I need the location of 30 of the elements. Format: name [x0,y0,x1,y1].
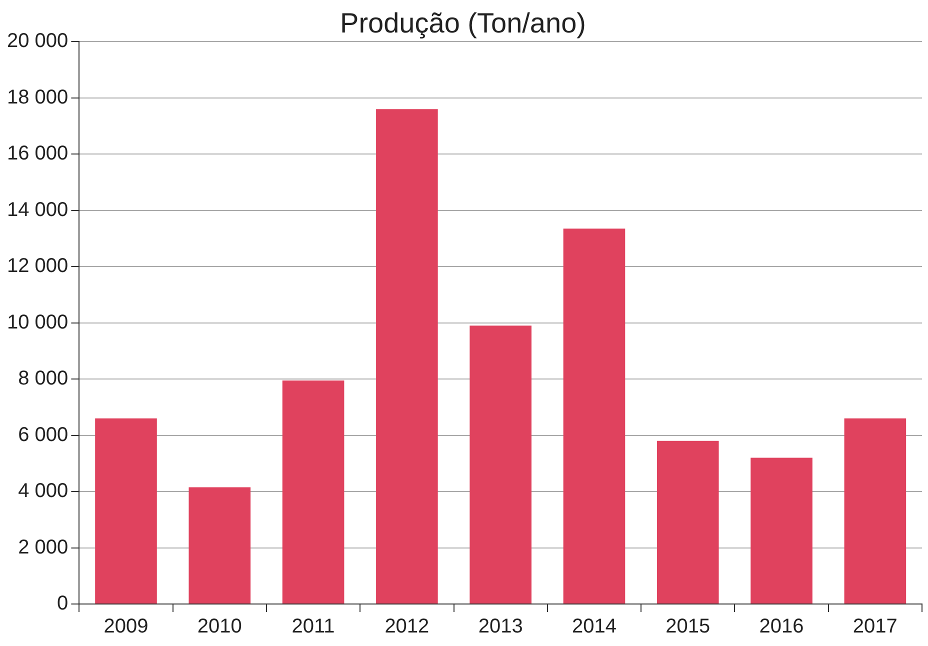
bar [95,418,157,604]
x-tick-label: 2012 [384,616,430,638]
y-tick-label: 8 000 [18,368,68,390]
bar [470,326,532,604]
y-tick-label: 18 000 [7,86,68,108]
y-tick-label: 2 000 [18,536,68,558]
x-tick-label: 2011 [292,616,335,638]
y-tick-label: 16 000 [7,142,68,165]
y-tick-label: 6 000 [18,424,68,446]
y-tick-label: 14 000 [7,198,68,221]
bar [844,418,906,604]
x-tick-label: 2017 [852,616,898,638]
x-tick-label: 2010 [197,616,242,638]
bar [282,380,344,604]
bar [656,440,719,604]
chart-title: Produção (Ton/ano) [340,8,586,39]
bar [188,487,251,604]
x-tick-label: 2016 [759,616,804,638]
x-tick-label: 2009 [104,616,148,638]
bar [376,109,438,604]
y-tick-label: 20 000 [7,30,68,52]
y-tick-label: 10 000 [7,311,68,334]
y-tick-label: 4 000 [18,480,68,502]
y-tick-label: 0 [57,592,68,615]
bar [563,228,626,604]
x-tick-label: 2013 [478,616,523,638]
bar [750,458,812,604]
y-tick-label: 12 000 [7,255,68,278]
x-tick-label: 2014 [572,616,616,638]
x-tick-label: 2015 [666,616,710,638]
